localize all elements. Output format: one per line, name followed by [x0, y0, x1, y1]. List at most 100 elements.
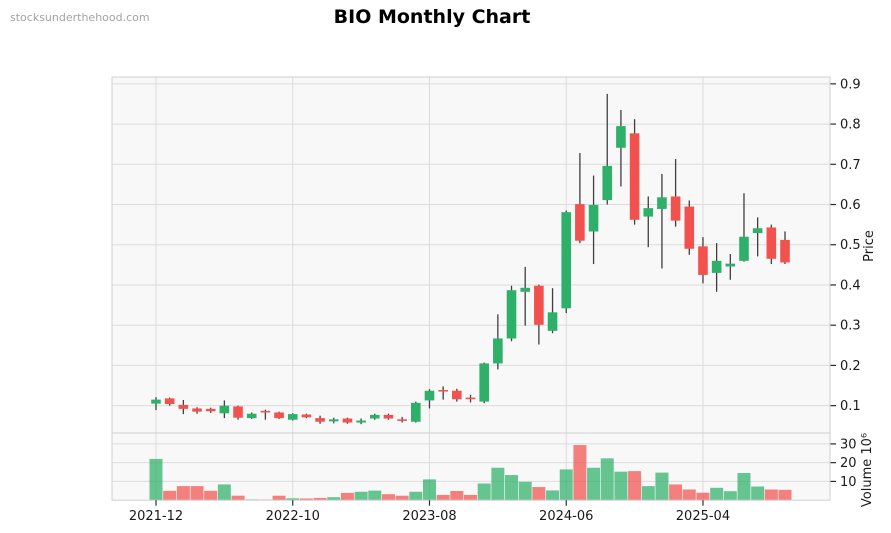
candle-body	[602, 165, 613, 201]
price-panel-bg	[112, 77, 830, 433]
candle-body	[151, 399, 161, 404]
candle-body	[438, 389, 448, 392]
candle-body	[205, 408, 216, 412]
candle-body	[315, 418, 325, 422]
candle-body	[287, 414, 298, 420]
volume-bar	[614, 471, 628, 501]
candle-body	[684, 206, 695, 249]
volume-bar	[628, 471, 642, 501]
candle-body	[643, 208, 654, 217]
price-tick-label: 0.4	[840, 278, 861, 293]
volume-bar	[327, 497, 341, 501]
watermark: stocksunderthehood.com	[10, 11, 150, 24]
candle-body	[465, 397, 476, 400]
volume-bar	[723, 491, 737, 501]
volume-tick-label: 10	[840, 475, 857, 490]
volume-bar	[778, 489, 792, 501]
volume-bar	[751, 486, 765, 501]
candle-body	[397, 419, 407, 421]
volume-bar	[655, 472, 669, 501]
candle-body	[246, 413, 257, 419]
volume-axis-label: Volume 10⁶	[860, 432, 875, 508]
volume-tick-label: 20	[840, 456, 857, 471]
volume-bar	[532, 487, 546, 501]
volume-bar	[505, 475, 519, 501]
volume-bar	[764, 489, 778, 501]
candle-body	[328, 419, 339, 422]
candle-body	[506, 290, 517, 339]
candle-body	[561, 212, 572, 309]
candle-body	[301, 414, 312, 418]
price-tick-label: 0.7	[840, 158, 861, 173]
candle-body	[424, 390, 435, 401]
volume-bar	[149, 458, 163, 501]
volume-bar	[286, 498, 300, 501]
candle-body	[260, 410, 271, 413]
price-tick-label: 0.5	[840, 238, 861, 253]
volume-bar	[313, 497, 327, 501]
volume-bar	[340, 492, 354, 501]
candle-body	[752, 228, 763, 234]
candle-body	[616, 126, 626, 148]
volume-bar	[190, 486, 204, 501]
volume-bar	[395, 495, 409, 501]
candle-body	[711, 260, 722, 273]
volume-bar	[436, 494, 450, 501]
volume-bar	[299, 498, 313, 501]
x-tick-label: 2022-10	[266, 509, 320, 524]
candle-body	[233, 406, 243, 418]
volume-bar	[491, 467, 505, 501]
candle-body	[725, 263, 736, 267]
volume-bar	[518, 481, 532, 501]
candle-body	[534, 285, 544, 325]
price-tick-label: 0.3	[840, 319, 861, 334]
volume-bar	[546, 490, 560, 501]
candle-body	[766, 227, 777, 259]
candle-body	[575, 204, 585, 241]
x-tick-label: 2021-12	[129, 509, 183, 524]
x-tick-label: 2025-04	[676, 509, 730, 524]
candle-body	[629, 133, 640, 220]
volume-bar	[422, 479, 436, 501]
candle-body	[219, 405, 230, 414]
price-tick-label: 0.8	[840, 118, 861, 133]
price-tick-label: 0.6	[840, 198, 861, 213]
candle-body	[520, 287, 530, 292]
candle-body	[192, 408, 202, 412]
candle-body	[588, 204, 599, 232]
volume-bar	[354, 491, 368, 501]
volume-bar	[176, 486, 190, 501]
volume-panel-border	[111, 432, 831, 501]
x-tick-label: 2024-06	[539, 509, 593, 524]
price-tick-label: 0.2	[840, 359, 861, 374]
price-tick-label: 0.9	[840, 77, 861, 92]
candle-body	[479, 363, 489, 402]
candle-body	[383, 414, 394, 419]
volume-bar	[464, 494, 478, 501]
candle-body	[780, 239, 790, 263]
volume-bar	[204, 490, 218, 501]
volume-bar	[559, 469, 573, 501]
volume-bar	[587, 467, 601, 501]
volume-bar	[573, 445, 587, 501]
candle-body	[342, 418, 353, 423]
volume-bar	[409, 491, 423, 501]
volume-bar	[696, 492, 710, 501]
chart-title: BIO Monthly Chart	[333, 6, 531, 28]
price-tick-label: 0.1	[840, 399, 861, 414]
volume-bar	[381, 494, 395, 501]
candle-body	[164, 398, 175, 405]
volume-bar	[272, 495, 286, 501]
volume-bar	[477, 483, 491, 501]
candle-body	[178, 404, 189, 409]
candle-body	[356, 420, 366, 423]
candle-body	[670, 196, 681, 221]
candle-body	[274, 412, 284, 419]
volume-bar	[600, 458, 614, 501]
candle-body	[369, 414, 380, 419]
volume-bar	[450, 491, 464, 501]
volume-tick-label: 30	[840, 437, 857, 452]
candle-body	[493, 338, 503, 364]
candle-body	[411, 402, 421, 422]
